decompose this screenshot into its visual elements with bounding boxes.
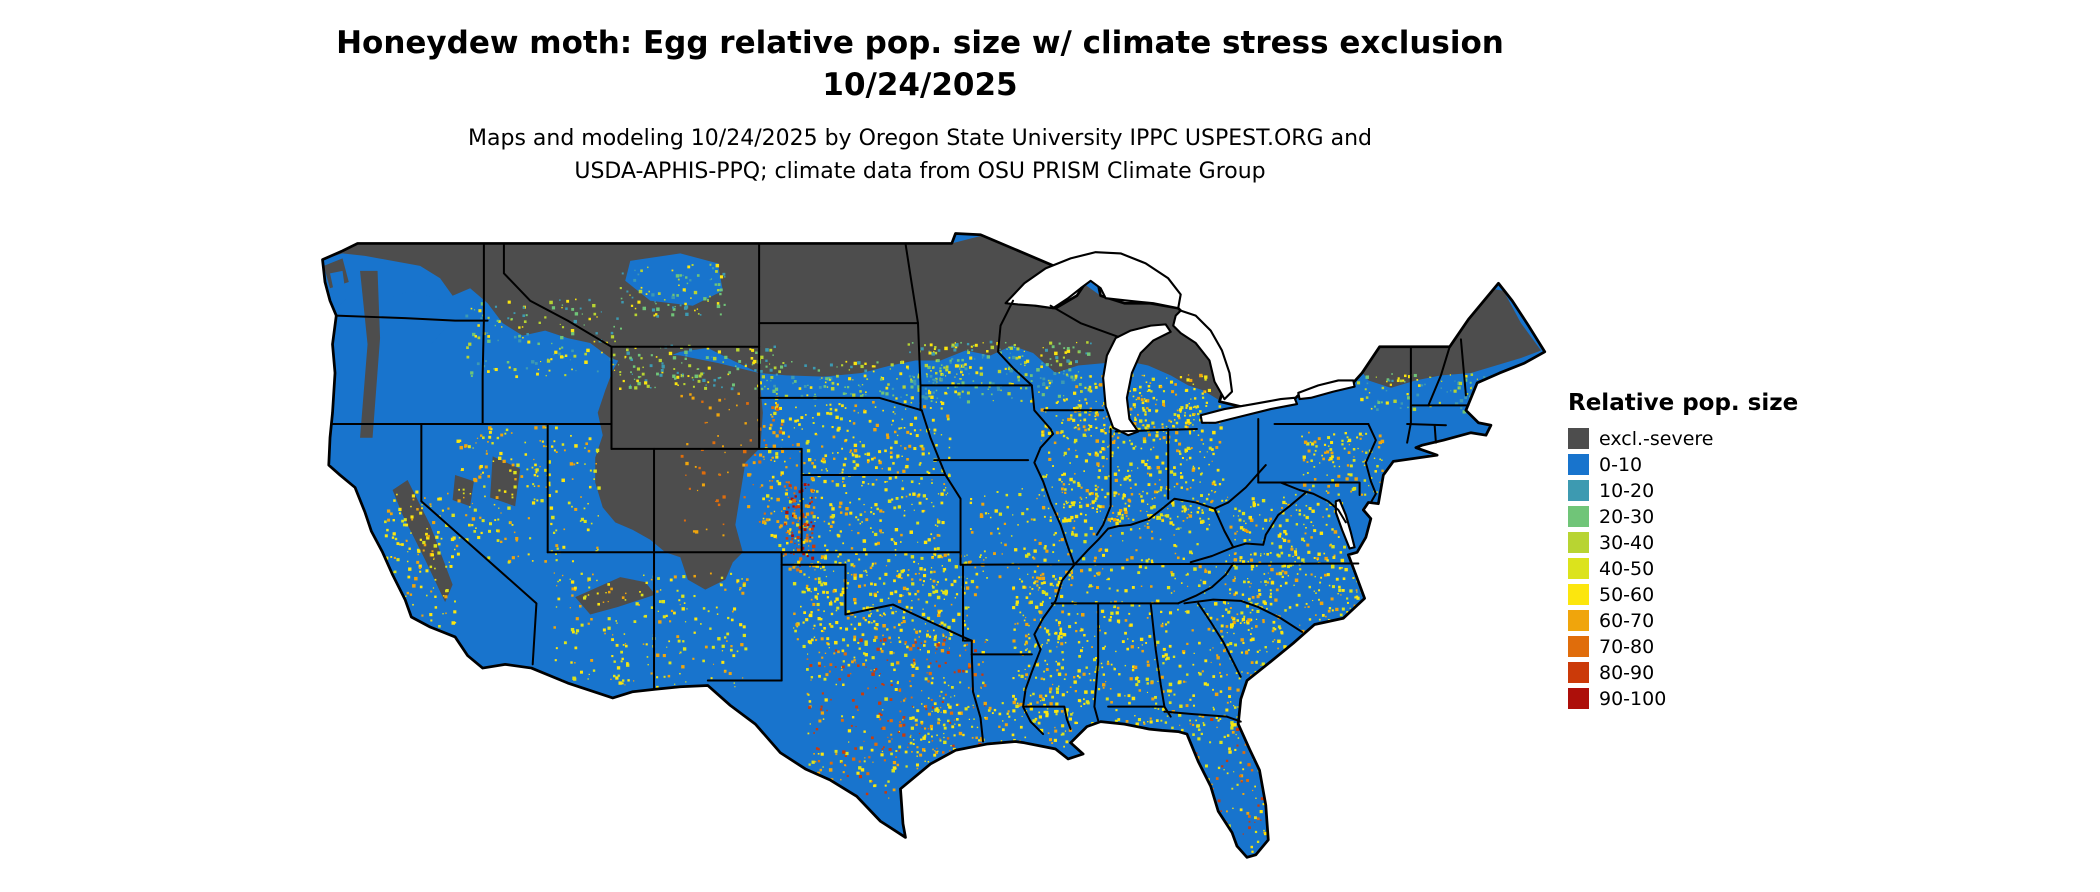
legend-swatch	[1568, 428, 1589, 449]
legend-swatch	[1568, 532, 1589, 553]
legend-swatch	[1568, 688, 1589, 709]
page-subtitle: Maps and modeling 10/24/2025 by Oregon S…	[0, 122, 1840, 188]
legend-title: Relative pop. size	[1568, 390, 1799, 416]
legend-item: 50-60	[1568, 583, 1868, 606]
legend-item: 20-30	[1568, 505, 1868, 528]
legend: Relative pop. size excl.-severe 0-10 10-20…	[1568, 390, 1868, 714]
subtitle-line-1: Maps and modeling 10/24/2025 by Oregon S…	[468, 126, 1372, 151]
legend-items: excl.-severe 0-10 10-20 20-30 30-40 40-50 50-6…	[1568, 427, 1868, 710]
us-map	[305, 226, 1556, 886]
legend-swatch	[1568, 636, 1589, 657]
legend-item-label: 10-20	[1599, 479, 1655, 502]
legend-swatch	[1568, 480, 1589, 501]
legend-item: 30-40	[1568, 531, 1868, 554]
legend-item-label: 30-40	[1599, 531, 1655, 554]
legend-item: 90-100	[1568, 687, 1868, 710]
legend-swatch	[1568, 662, 1589, 683]
legend-item: 0-10	[1568, 453, 1868, 476]
legend-item-label: 20-30	[1599, 505, 1655, 528]
legend-swatch	[1568, 610, 1589, 631]
legend-item-label: 0-10	[1599, 453, 1643, 476]
legend-item: excl.-severe	[1568, 427, 1868, 450]
legend-swatch	[1568, 558, 1589, 579]
legend-item: 80-90	[1568, 661, 1868, 684]
page-title: Honeydew moth: Egg relative pop. size w/…	[0, 22, 1840, 106]
legend-swatch	[1568, 584, 1589, 605]
legend-item-label: 50-60	[1599, 583, 1655, 606]
us-map-svg	[321, 232, 1547, 859]
legend-swatch	[1568, 506, 1589, 527]
subtitle-line-2: USDA-APHIS-PPQ; climate data from OSU PR…	[574, 159, 1266, 184]
title-line-2: 10/24/2025	[822, 67, 1018, 103]
legend-item-label: 90-100	[1599, 687, 1667, 710]
legend-item-label: 80-90	[1599, 661, 1655, 684]
legend-item-label: excl.-severe	[1599, 427, 1714, 450]
legend-item: 70-80	[1568, 635, 1868, 658]
legend-item: 40-50	[1568, 557, 1868, 580]
legend-swatch	[1568, 454, 1589, 475]
legend-item-label: 60-70	[1599, 609, 1655, 632]
legend-item-label: 70-80	[1599, 635, 1655, 658]
legend-item: 60-70	[1568, 609, 1868, 632]
legend-item-label: 40-50	[1599, 557, 1655, 580]
legend-item: 10-20	[1568, 479, 1868, 502]
title-line-1: Honeydew moth: Egg relative pop. size w/…	[336, 25, 1504, 61]
